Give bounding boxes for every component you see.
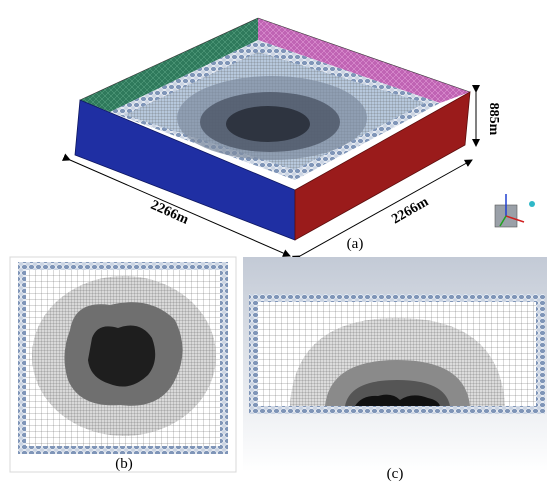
panel-label: (b) (115, 456, 133, 472)
back-right-wall (258, 18, 470, 103)
mesh-core (88, 325, 156, 387)
panel-label: (a) (347, 236, 364, 252)
back-left-wall (80, 18, 258, 112)
triad-dot (529, 201, 535, 207)
triad-axis (505, 215, 525, 223)
edge (79, 17, 259, 101)
triad-axis (499, 215, 507, 227)
panel-label: (c) (387, 466, 404, 482)
height-label: 885m (486, 103, 501, 136)
mesh-core (226, 106, 310, 142)
dimension-arrow (61, 153, 291, 257)
mesh-core (355, 394, 440, 406)
panel-c: (c) (243, 257, 547, 482)
width-label: 2266m (148, 198, 191, 228)
edge (257, 17, 471, 93)
panel-a: 2266m 2266m 885m (a) (61, 17, 535, 263)
panel-b: (b) (9, 256, 237, 473)
dimension-arrow (291, 159, 473, 263)
axis-triad (494, 194, 535, 228)
depth-label: 2266m (389, 194, 431, 227)
